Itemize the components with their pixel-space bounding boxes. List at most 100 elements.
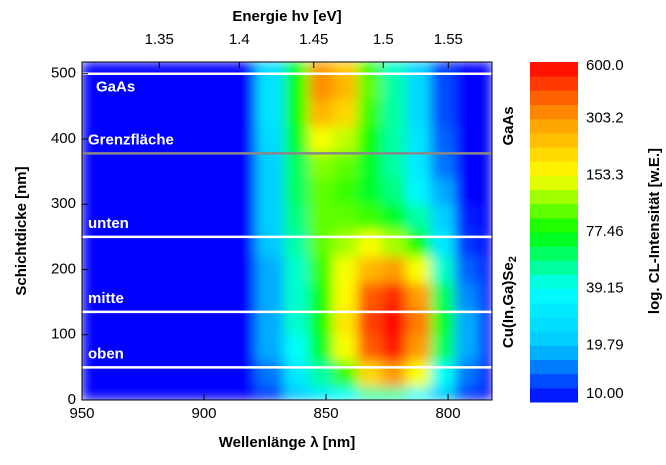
heat-cell bbox=[160, 125, 257, 153]
heat-cell bbox=[332, 360, 359, 388]
colorbar-band bbox=[530, 359, 578, 375]
heat-cell bbox=[406, 62, 432, 75]
y-tick-label: 0 bbox=[68, 391, 76, 408]
heat-cell bbox=[479, 255, 492, 284]
heat-cell bbox=[406, 73, 432, 101]
heat-cell bbox=[406, 334, 432, 362]
heat-cell bbox=[82, 282, 162, 310]
heat-cell bbox=[479, 125, 492, 153]
heat-cell bbox=[381, 99, 408, 127]
heat-cell bbox=[160, 99, 257, 127]
heat-cell bbox=[430, 360, 456, 388]
heat-cell bbox=[82, 334, 162, 362]
heat-cell bbox=[357, 151, 383, 179]
heat-cell bbox=[255, 125, 286, 153]
heat-cell bbox=[381, 360, 408, 388]
heat-cell bbox=[308, 99, 334, 127]
x2-tick-label: 1.4 bbox=[229, 31, 250, 48]
heat-cell bbox=[332, 229, 359, 257]
heat-cell bbox=[160, 360, 257, 388]
heat-cell bbox=[308, 386, 334, 400]
heat-cell bbox=[430, 125, 456, 153]
colorbar-tick-label: 10.00 bbox=[586, 385, 624, 402]
heat-cell bbox=[381, 203, 408, 231]
heat-cell bbox=[430, 62, 456, 75]
colorbar-band bbox=[530, 62, 578, 77]
heat-cell bbox=[430, 151, 456, 179]
heat-cell bbox=[430, 229, 456, 257]
heat-cell bbox=[332, 177, 359, 205]
colorbar-band bbox=[530, 90, 578, 105]
heat-cell bbox=[406, 255, 432, 284]
colorbar-band bbox=[530, 203, 578, 219]
colorbar-band bbox=[530, 175, 578, 190]
colorbar-band bbox=[530, 260, 578, 275]
heat-cell bbox=[160, 203, 257, 231]
heat-cell bbox=[308, 334, 334, 362]
heat-cell bbox=[381, 177, 408, 205]
heat-cell bbox=[454, 360, 481, 388]
heat-cell bbox=[284, 177, 310, 205]
colorbar-tick-label: 600.0 bbox=[586, 57, 624, 74]
heat-cell bbox=[82, 151, 162, 179]
region-label-text: Cu(In,Ga)Se bbox=[500, 262, 517, 348]
heat-cell bbox=[406, 360, 432, 388]
heat-cell bbox=[479, 229, 492, 257]
y-tick-label: 200 bbox=[51, 260, 76, 277]
y-tick-label: 300 bbox=[51, 195, 76, 212]
colorbar-band bbox=[530, 189, 578, 205]
heat-cell bbox=[255, 177, 286, 205]
heat-cell bbox=[160, 151, 257, 179]
colorbar-band bbox=[530, 246, 578, 261]
heat-cell bbox=[284, 73, 310, 101]
heat-cell bbox=[284, 151, 310, 179]
heat-cell bbox=[284, 360, 310, 388]
heat-cell bbox=[381, 62, 408, 75]
heat-cell bbox=[160, 255, 257, 284]
colorbar-tick-label: 39.15 bbox=[586, 280, 624, 297]
heat-cell bbox=[454, 203, 481, 231]
heat-cell bbox=[82, 177, 162, 205]
heat-cell bbox=[82, 360, 162, 388]
colorbar-band bbox=[530, 147, 578, 162]
heat-cell bbox=[308, 229, 334, 257]
heat-cell bbox=[332, 334, 359, 362]
x2-tick-label: 1.5 bbox=[373, 31, 394, 48]
heat-cell bbox=[454, 73, 481, 101]
heat-cell bbox=[381, 386, 408, 400]
colorbar-band bbox=[530, 373, 578, 389]
heat-cell bbox=[430, 282, 456, 310]
heat-cell bbox=[284, 125, 310, 153]
heat-cell bbox=[406, 282, 432, 310]
heat-cell bbox=[430, 73, 456, 101]
heat-cell bbox=[357, 203, 383, 231]
heat-cell bbox=[479, 282, 492, 310]
heat-cell bbox=[308, 125, 334, 153]
heat-cell bbox=[406, 99, 432, 127]
region-label-sub: 2 bbox=[507, 256, 519, 262]
colorbar-tick-label: 19.79 bbox=[586, 336, 624, 353]
colorbar-band bbox=[530, 76, 578, 91]
heat-cell bbox=[454, 62, 481, 75]
heat-cell bbox=[255, 203, 286, 231]
heat-cell bbox=[308, 360, 334, 388]
colorbar-band bbox=[530, 217, 578, 233]
heat-cell bbox=[82, 386, 162, 400]
heat-cell bbox=[454, 282, 481, 310]
colorbar-band bbox=[530, 161, 578, 176]
heat-cell bbox=[82, 229, 162, 257]
y-axis-title: Schichtdicke [nm] bbox=[13, 166, 30, 295]
heat-cell bbox=[479, 203, 492, 231]
heat-cell bbox=[479, 62, 492, 75]
heat-cell bbox=[357, 229, 383, 257]
heat-cell bbox=[332, 125, 359, 153]
heat-cell bbox=[284, 99, 310, 127]
heat-cell bbox=[381, 125, 408, 153]
heat-cell bbox=[454, 229, 481, 257]
heat-cell bbox=[284, 62, 310, 75]
heat-cell bbox=[406, 203, 432, 231]
heat-cell bbox=[479, 151, 492, 179]
heat-cell bbox=[160, 73, 257, 101]
heat-cell bbox=[308, 203, 334, 231]
